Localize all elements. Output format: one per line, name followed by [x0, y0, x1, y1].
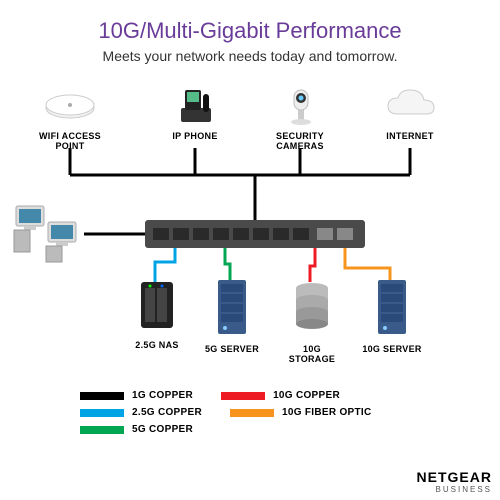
legend-item: 5G COPPER — [80, 424, 193, 435]
brand-sub: BUSINESS — [417, 485, 492, 494]
device-10g-server: 10G SERVER — [362, 278, 422, 354]
legend-label: 5G COPPER — [132, 424, 193, 435]
camera-icon — [260, 80, 340, 128]
page-subtitle: Meets your network needs today and tomor… — [0, 48, 500, 64]
legend: 1G COPPER 10G COPPER 2.5G COPPER 10G FIBER … — [80, 390, 400, 441]
legend-swatch — [80, 392, 124, 400]
device-label: WIFI ACCESS POINT — [30, 131, 110, 151]
device-ip-phone: IP PHONE — [155, 80, 235, 141]
storage-icon — [282, 278, 342, 341]
nas-icon — [127, 278, 187, 337]
legend-label: 1G COPPER — [132, 390, 193, 401]
device-wifi-ap: WIFI ACCESS POINT — [30, 80, 110, 151]
device-label: 10G SERVER — [362, 344, 422, 354]
device-workstations — [12, 200, 84, 269]
device-internet: INTERNET — [370, 80, 450, 141]
device-label: INTERNET — [370, 131, 450, 141]
legend-swatch — [230, 409, 274, 417]
device-10g-storage: 10G STORAGE — [282, 278, 342, 364]
device-sec-cam: SECURITY CAMERAS — [260, 80, 340, 151]
access-point-icon — [30, 80, 110, 128]
device-5g-server: 5G SERVER — [202, 278, 262, 354]
device-nas: 2.5G NAS — [127, 278, 187, 350]
phone-icon — [155, 80, 235, 128]
legend-item: 10G FIBER OPTIC — [230, 407, 372, 418]
legend-label: 10G COPPER — [273, 390, 340, 401]
brand-logo: NETGEAR BUSINESS — [417, 469, 492, 494]
server-icon — [202, 278, 262, 341]
page-title: 10G/Multi-Gigabit Performance — [0, 18, 500, 44]
legend-swatch — [80, 426, 124, 434]
server-icon — [362, 278, 422, 341]
device-label: 10G STORAGE — [282, 344, 342, 364]
legend-item: 10G COPPER — [221, 390, 340, 401]
device-label: SECURITY CAMERAS — [260, 131, 340, 151]
device-label: IP PHONE — [155, 131, 235, 141]
legend-label: 10G FIBER OPTIC — [282, 407, 372, 418]
legend-item: 1G COPPER — [80, 390, 193, 401]
legend-label: 2.5G COPPER — [132, 407, 202, 418]
device-label: 2.5G NAS — [127, 340, 187, 350]
workstations-icon — [12, 200, 84, 269]
device-label: 5G SERVER — [202, 344, 262, 354]
cloud-icon — [370, 80, 450, 128]
brand-main: NETGEAR — [417, 469, 492, 485]
legend-swatch — [80, 409, 124, 417]
network-switch — [145, 220, 365, 253]
legend-item: 2.5G COPPER — [80, 407, 202, 418]
legend-swatch — [221, 392, 265, 400]
